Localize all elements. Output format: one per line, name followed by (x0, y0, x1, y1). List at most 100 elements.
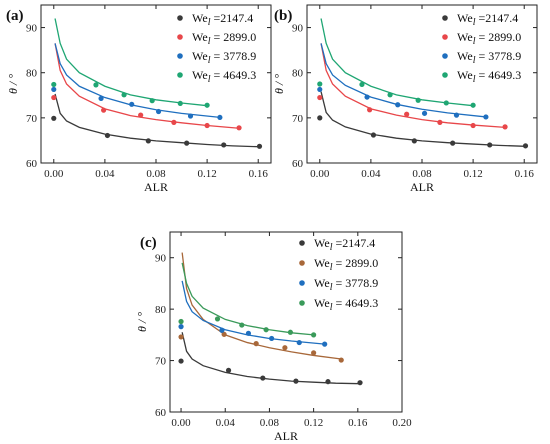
series-3-point (364, 94, 370, 100)
legend-label: Wel = 2899.0 (192, 30, 256, 47)
y-tick-label: 60 (26, 158, 38, 170)
series-1-fit-line (320, 91, 526, 147)
x-tick-label: 0.20 (392, 417, 412, 429)
series-3-point (155, 108, 162, 115)
plot-frame (306, 4, 538, 164)
series-4-point (149, 98, 155, 104)
y-axis-label: θ / ° (272, 74, 286, 94)
series-4-point (470, 102, 476, 108)
series-1-point (184, 140, 190, 146)
series-4-point (93, 82, 99, 88)
panel-label: (b) (274, 8, 292, 24)
panel-label: (c) (140, 235, 157, 251)
y-tick-label: 60 (155, 407, 167, 419)
series-1-point (256, 143, 263, 149)
x-tick-label: 0.12 (304, 417, 323, 429)
series-2-point (338, 357, 344, 363)
legend-marker (177, 53, 183, 59)
series-1-point (450, 140, 456, 146)
series-2-point (367, 107, 373, 113)
legend-label: Wel =2147.4 (192, 11, 253, 28)
series-1-point (487, 142, 493, 148)
series-4-fit-line (181, 262, 314, 336)
series-2-fit-line (320, 43, 506, 128)
series-2-point (253, 341, 259, 347)
x-tick-label: 0.12 (197, 168, 216, 180)
series-3-point (178, 324, 184, 330)
series-3-point (219, 327, 225, 333)
legend-marker (299, 260, 305, 266)
series-2-point (204, 122, 210, 129)
y-tick-label: 70 (292, 113, 304, 125)
series-1-point (51, 115, 57, 121)
legend-label: Wel =2147.4 (457, 11, 518, 28)
series-4-point (317, 81, 323, 87)
legend-label: Wel =2147.4 (314, 236, 375, 253)
x-tick-label: 0.16 (515, 168, 535, 180)
series-4-point (443, 100, 449, 106)
series-2-point (317, 94, 323, 101)
y-tick-label: 90 (292, 23, 304, 35)
series-4-point (287, 329, 294, 335)
legend-marker (177, 15, 183, 21)
y-tick-label: 80 (26, 68, 38, 80)
series-4-fit-line (320, 18, 474, 107)
series-3-point (322, 341, 328, 347)
legend-label: Wel = 2899.0 (314, 256, 378, 273)
series-3-fit-line (54, 43, 220, 119)
series-4-point (311, 332, 317, 338)
series-1-point (357, 380, 363, 386)
legend-label: Wel = 3778.9 (457, 49, 521, 66)
legend-marker (442, 72, 448, 78)
series-3-fit-line (181, 280, 325, 345)
series-2-point (502, 124, 508, 130)
series-2-point (437, 119, 443, 125)
series-3-point (129, 101, 135, 107)
x-tick-label: 0.16 (249, 168, 269, 180)
y-axis-label: θ / ° (135, 312, 149, 332)
series-4-point (51, 81, 57, 88)
x-tick-label: 0.04 (361, 168, 381, 180)
series-4-point (239, 322, 245, 328)
series-2-point (221, 331, 227, 337)
y-tick-label: 80 (292, 68, 304, 80)
series-1-point (370, 132, 377, 138)
y-tick-label: 90 (155, 253, 167, 265)
x-axis-label: ALR (144, 180, 168, 194)
series-1-fit-line (181, 332, 361, 385)
series-4-point (204, 102, 210, 108)
series-1-point (522, 143, 529, 149)
legend-marker (299, 240, 305, 246)
panel-label: (a) (6, 8, 24, 24)
x-tick-label: 0.12 (463, 168, 482, 180)
series-4-point (387, 92, 393, 98)
chart-panel-1: 0.00 0.04 0.08 0.12 0.16 60 70 80 90 ALR θ / ° (a) W… (6, 4, 272, 194)
legend-marker (442, 15, 448, 21)
legend-marker (299, 280, 305, 286)
series-3-point (187, 113, 194, 119)
series-1-point (411, 138, 417, 144)
series-3-point (395, 102, 401, 108)
series-1-point (260, 375, 266, 381)
series-1-point (293, 378, 299, 384)
legend-marker (442, 53, 448, 59)
series-1-point (325, 379, 331, 385)
legend-label: Wel = 3778.9 (314, 276, 378, 293)
series-2-point (404, 111, 410, 117)
series-4-point (214, 316, 221, 322)
x-tick-label: 0.00 (171, 417, 191, 429)
series-1-point (145, 138, 151, 144)
series-3-point (98, 95, 104, 102)
x-axis-label: ALR (274, 429, 298, 443)
series-1-point (317, 115, 323, 121)
legend-label: Wel = 3778.9 (192, 49, 256, 66)
series-4-point (178, 318, 184, 325)
plot-frame (169, 231, 403, 413)
series-4-point (177, 100, 183, 107)
x-tick-label: 0.04 (216, 417, 236, 429)
series-2-point (171, 119, 177, 125)
series-2-fit-line (181, 252, 342, 360)
series-2-point (51, 94, 57, 101)
series-3-point (421, 110, 428, 116)
